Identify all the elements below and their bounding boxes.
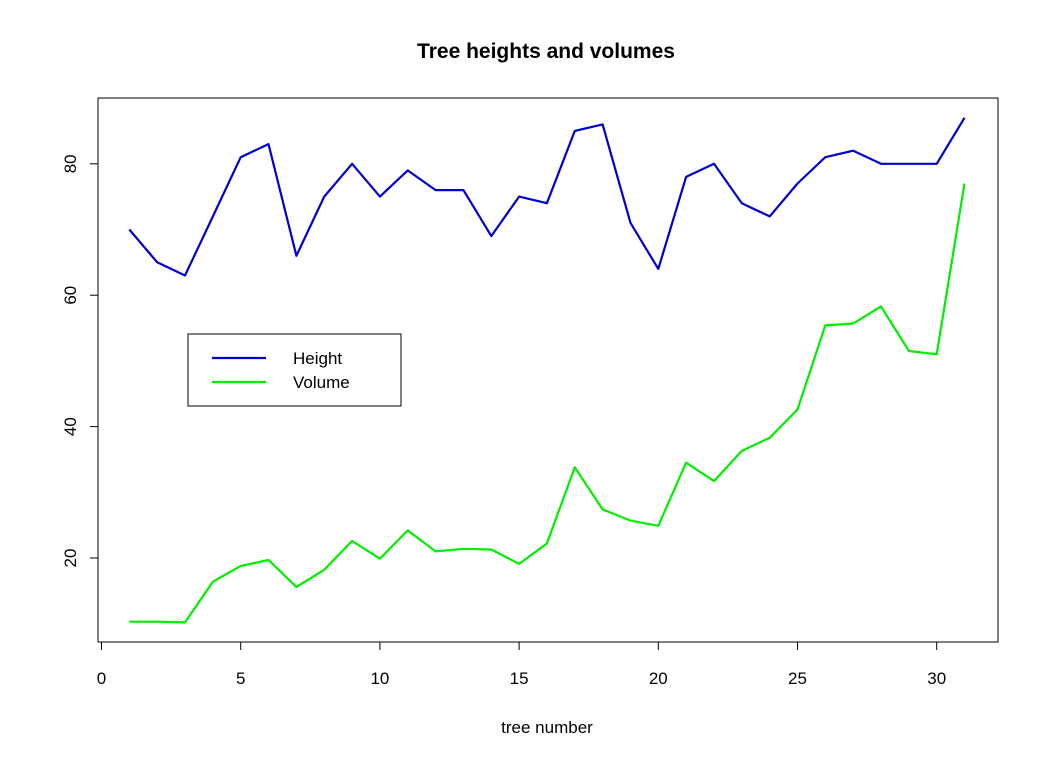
y-tick-label: 80: [61, 154, 80, 173]
series-layer: [128, 117, 966, 624]
x-tick-label: 30: [927, 669, 946, 688]
chart-title: Tree heights and volumes: [417, 40, 675, 63]
y-axis: 20 40 60 80: [61, 154, 99, 568]
x-tick-label: 25: [788, 669, 807, 688]
x-axis: 0 5 10 15 20 25 30: [97, 641, 946, 688]
legend-box: [187, 333, 402, 407]
y-tick-label: 20: [61, 549, 80, 568]
series-line-height: [128, 117, 966, 277]
x-tick-label: 0: [97, 669, 106, 688]
y-tick-label: 60: [61, 286, 80, 305]
legend: Height Volume: [187, 333, 402, 407]
x-tick-label: 5: [236, 669, 245, 688]
y-tick-label: 40: [61, 417, 80, 436]
x-tick-label: 10: [370, 669, 389, 688]
x-axis-label: tree number: [501, 718, 593, 737]
legend-label-height: Height: [293, 349, 342, 368]
legend-label-volume: Volume: [293, 373, 350, 392]
series-line-volume: [129, 183, 966, 624]
x-tick-label: 20: [649, 669, 668, 688]
x-tick-label: 15: [510, 669, 529, 688]
